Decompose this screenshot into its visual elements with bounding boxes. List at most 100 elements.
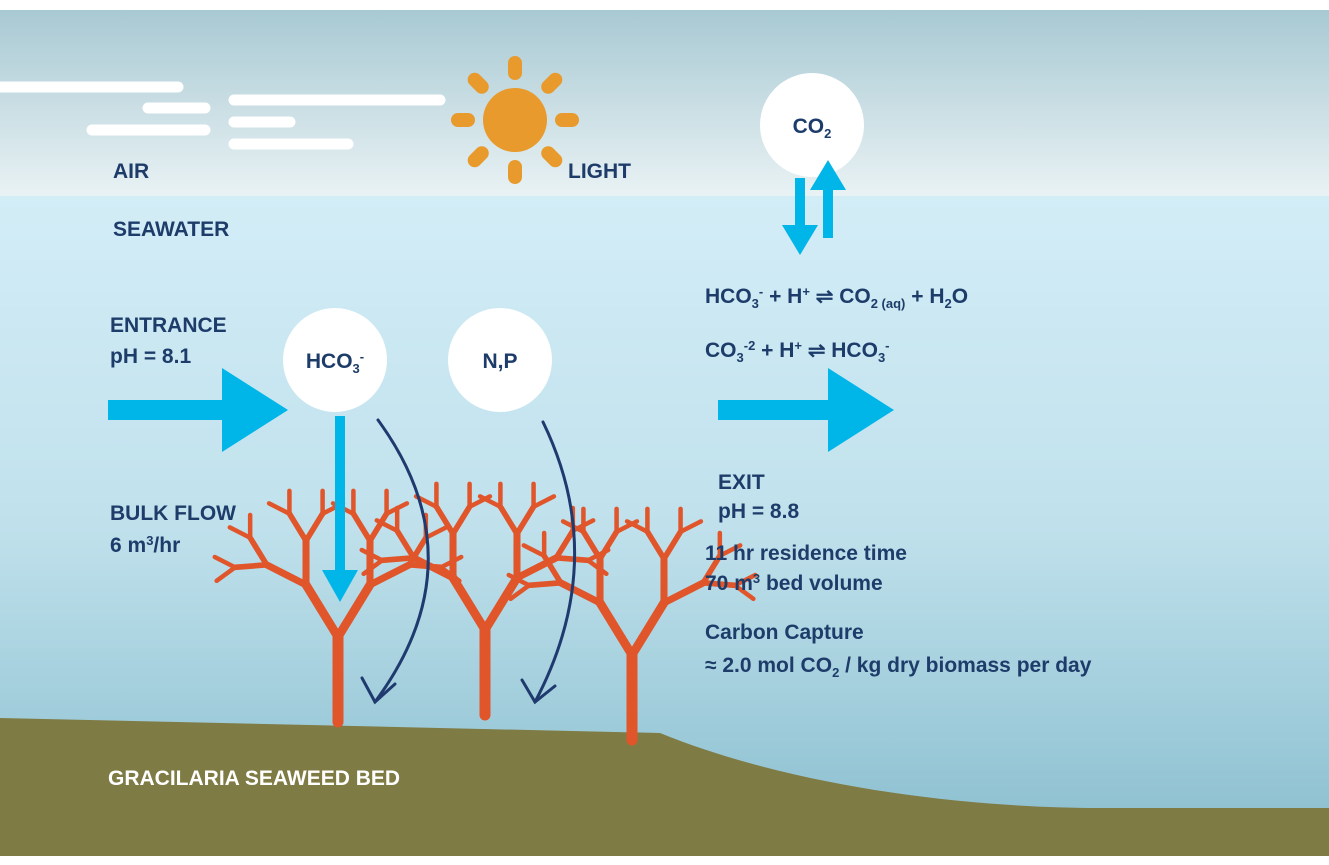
text-part: 2 [832, 665, 839, 680]
branch [374, 518, 400, 534]
branch [423, 525, 449, 541]
branch [580, 528, 603, 562]
branch [303, 510, 326, 544]
branch [526, 580, 564, 589]
mixing-arrows [360, 418, 577, 705]
text-part: -2 [744, 338, 756, 353]
clouds [0, 81, 446, 150]
branch [266, 501, 292, 516]
text-part: /hr [153, 534, 180, 557]
branch [595, 598, 637, 660]
branch [506, 572, 532, 588]
branch [624, 519, 650, 534]
branch [477, 494, 503, 509]
air-label: AIR [113, 160, 149, 183]
hco3-label: HCO3- [306, 349, 364, 376]
branch [700, 580, 738, 589]
text-part: 3 [752, 296, 759, 311]
branch [214, 565, 238, 584]
text-part: ⇌ HCO [802, 339, 878, 362]
branch [531, 494, 557, 509]
branch [660, 579, 707, 607]
text-part: - [885, 338, 889, 353]
sun-ray [541, 146, 563, 168]
branch [263, 561, 310, 589]
co2-label: CO2 [793, 115, 832, 141]
seawater-label: SEAWATER [113, 218, 229, 241]
text-part: + H [905, 285, 944, 308]
branch [366, 561, 413, 589]
text-part: ≈ 2.0 mol CO [705, 654, 832, 677]
text-part: 3 [753, 571, 760, 586]
branch [227, 525, 253, 541]
co2-bubble [760, 73, 864, 177]
sun-ray [541, 72, 563, 94]
branch [301, 580, 343, 642]
branch [717, 543, 743, 559]
branch [333, 580, 375, 642]
text-part: 3 [146, 533, 153, 548]
branch [541, 552, 564, 586]
branch [661, 528, 684, 562]
branch [394, 527, 417, 561]
hco3-bubble [283, 308, 387, 412]
branch [367, 510, 390, 544]
sun-ray [467, 72, 489, 94]
text-part: 70 m [705, 572, 753, 595]
branch [521, 543, 547, 559]
text-part: + [794, 338, 802, 353]
text-part: HCO [705, 285, 752, 308]
sun-ray [508, 56, 522, 80]
branch [553, 555, 591, 564]
sun [451, 56, 579, 184]
text-part: / kg dry biomass per day [839, 654, 1091, 677]
arrows [108, 160, 894, 452]
light-label: LIGHT [568, 160, 631, 183]
text-part: 3 [737, 350, 744, 365]
branch [232, 562, 270, 571]
text-part: CO [793, 115, 825, 138]
exit-title: EXIT [718, 471, 765, 494]
entrance-ph: pH = 8.1 [110, 345, 191, 368]
ground [0, 718, 1329, 856]
text-part: 2 [824, 126, 831, 141]
text-part: 3 [878, 350, 885, 365]
branch [448, 573, 490, 635]
text-part: 2 [945, 296, 952, 311]
text-part: - [360, 349, 364, 364]
branch [644, 528, 667, 562]
text-part: 6 m [110, 534, 146, 557]
branch [553, 527, 576, 561]
branch [433, 503, 456, 537]
branch [597, 528, 620, 562]
branch [247, 534, 270, 568]
np-label: N,P [482, 350, 517, 373]
residence: 11 hr residence time [705, 542, 907, 565]
branch [361, 558, 385, 577]
sun-ray [467, 146, 489, 168]
branch [497, 503, 520, 537]
uptake-arrow [322, 416, 358, 602]
branch [732, 572, 758, 588]
bulk-flow-rate: 6 m3/hr [110, 533, 180, 557]
branch [212, 554, 238, 570]
branch [450, 503, 473, 537]
equation: CO3-2 + H+ ⇌ HCO3- [705, 338, 890, 365]
np-bubble [448, 308, 552, 412]
branch [700, 552, 723, 586]
text-part: HCO [306, 350, 353, 373]
sun-ray [451, 113, 475, 127]
branch [350, 510, 373, 544]
branch [480, 573, 522, 635]
branch [379, 555, 417, 564]
branch [627, 598, 669, 660]
seaweed [212, 481, 758, 746]
bulk-flow-title: BULK FLOW [110, 502, 236, 525]
branch [410, 554, 457, 582]
branch [678, 519, 704, 534]
text-part: CO [705, 339, 737, 362]
text-part: - [759, 284, 763, 299]
text-part: + [802, 284, 810, 299]
text-part: 3 [353, 361, 360, 376]
